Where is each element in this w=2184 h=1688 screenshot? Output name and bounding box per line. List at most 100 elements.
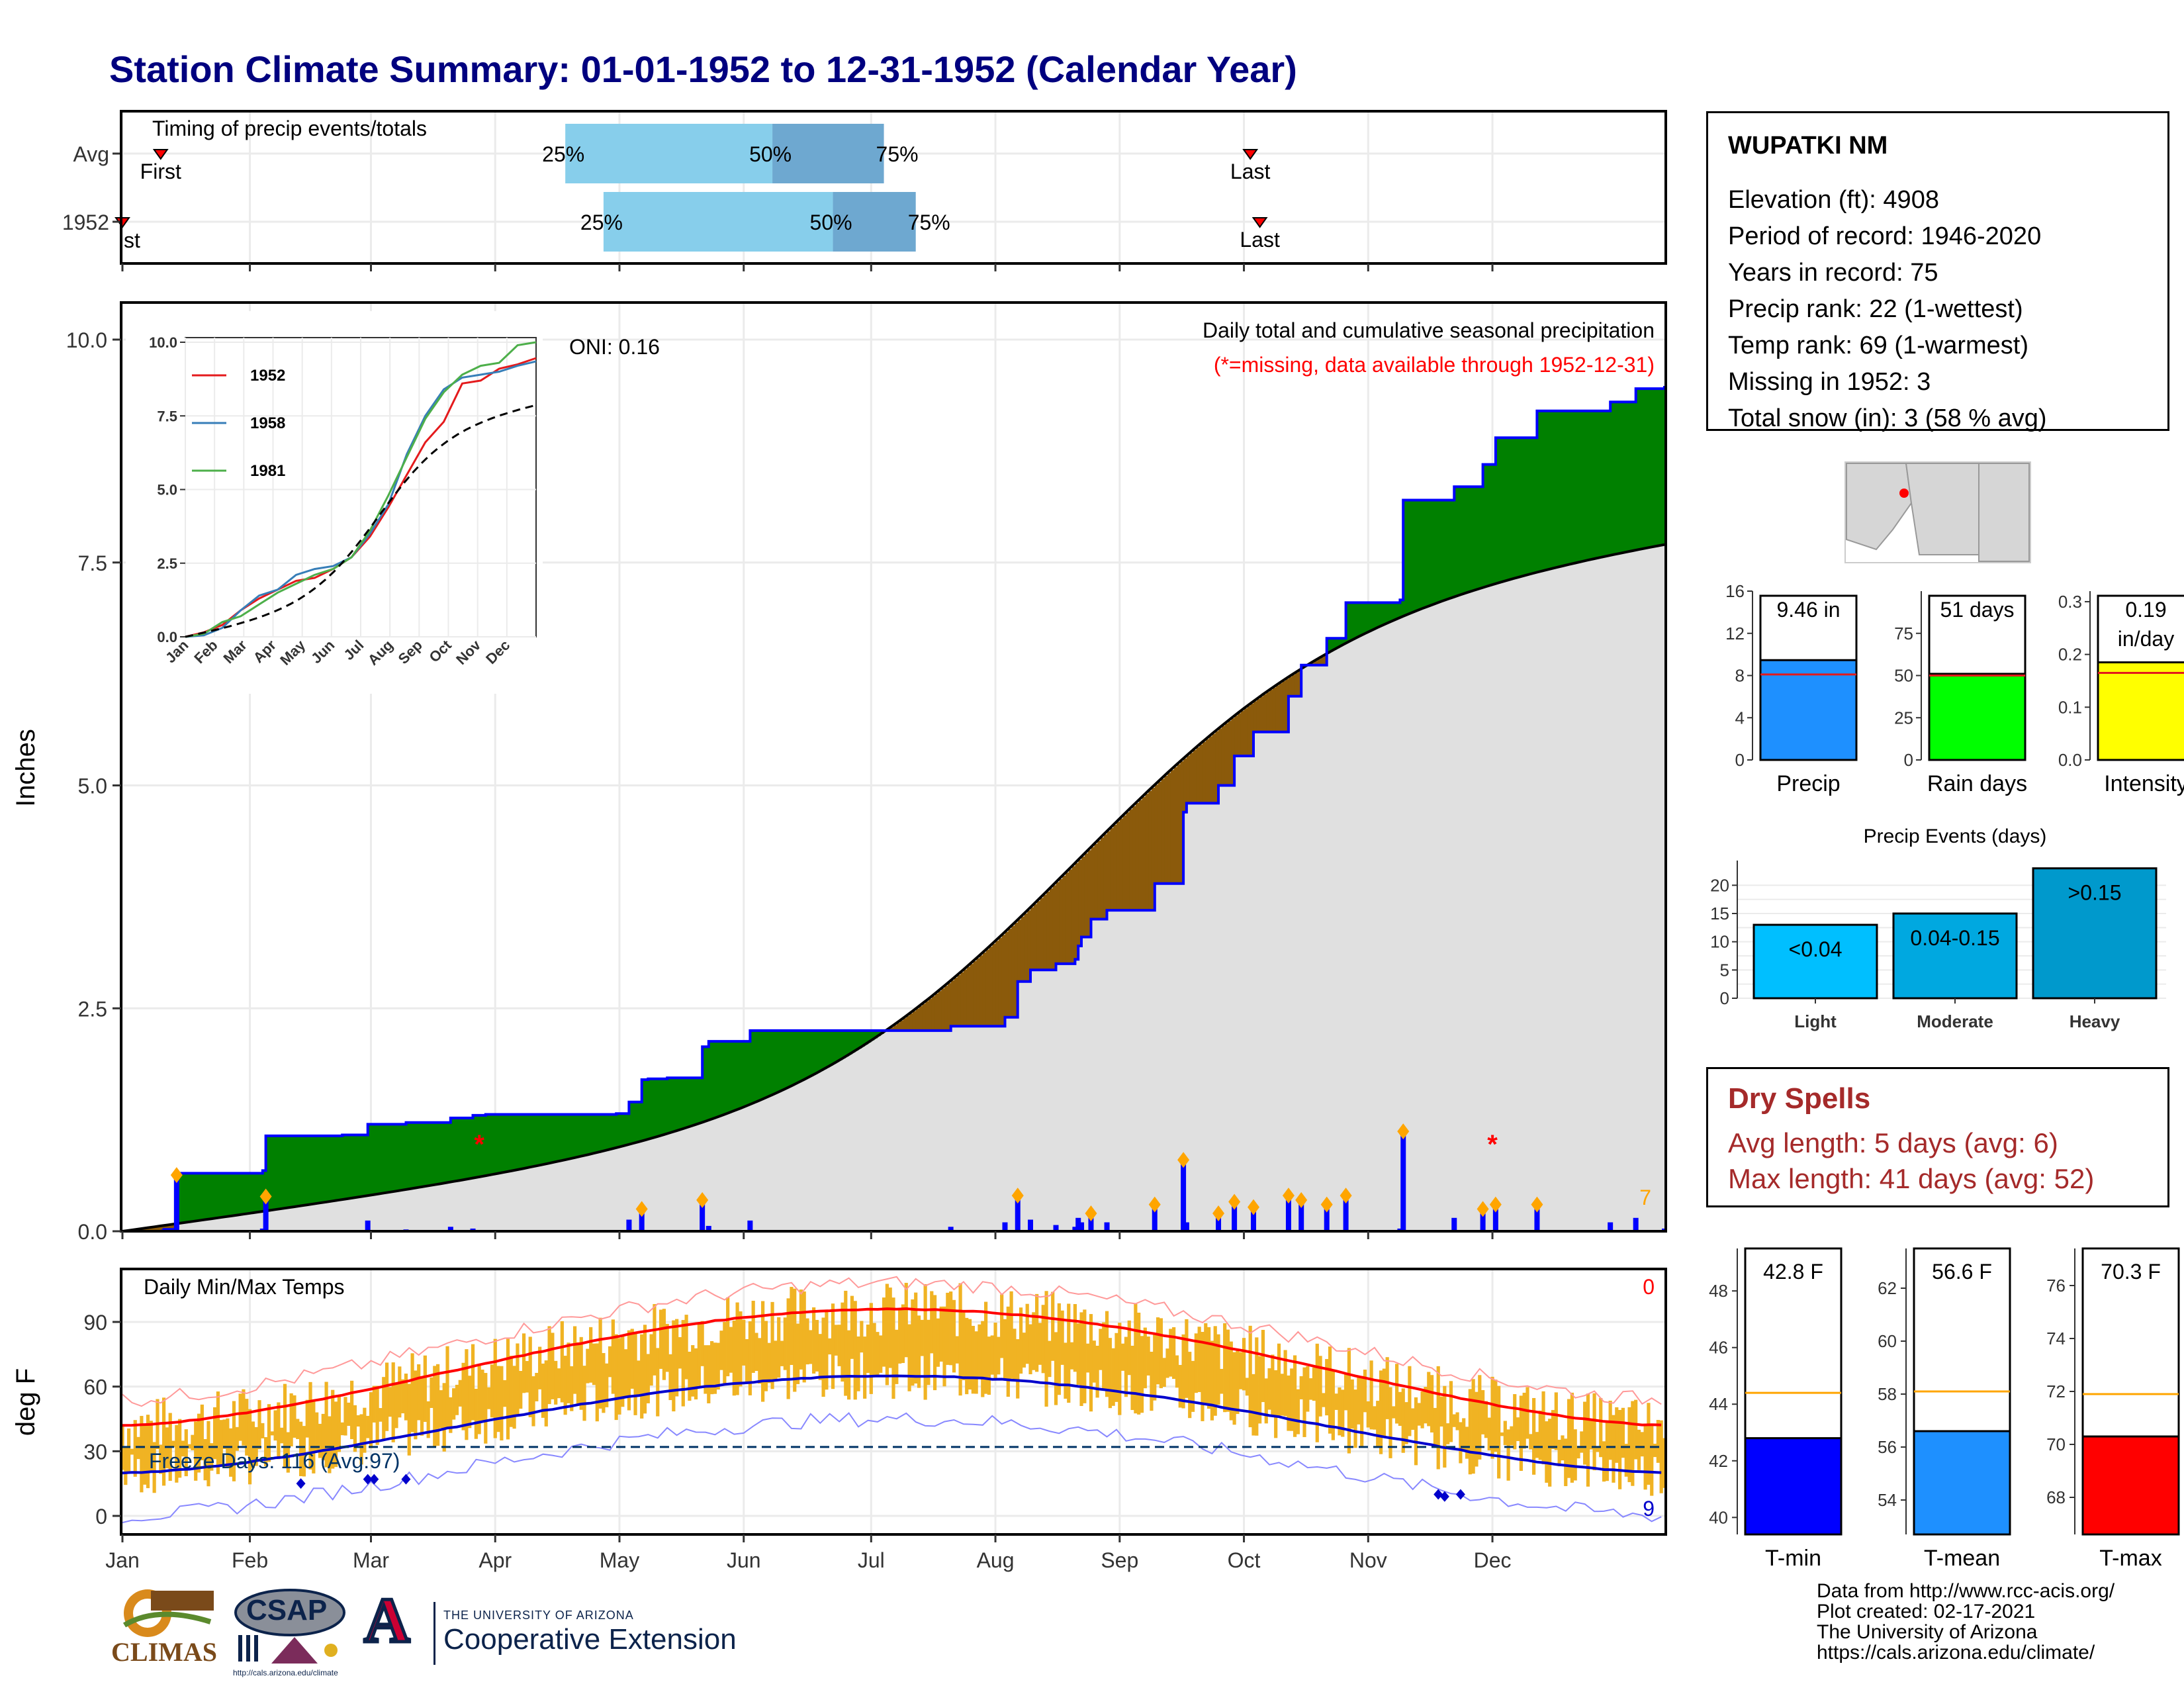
- station-snow: Total snow (in): 3 (58 % avg): [1728, 404, 2047, 432]
- above-normal-fill: [307, 1135, 311, 1205]
- normal-fill: [1180, 883, 1184, 1231]
- temp-bar-y-tick-label: 62: [1878, 1278, 1897, 1298]
- below-normal-fill: [1291, 675, 1296, 696]
- above-normal-fill: [641, 1080, 646, 1141]
- below-normal-fill: [912, 1011, 917, 1031]
- daily-precip-bar: [1002, 1222, 1008, 1231]
- normal-fill: [1514, 578, 1519, 1231]
- above-normal-fill: [594, 1114, 598, 1154]
- daily-temp-range-bar: [273, 1410, 277, 1441]
- normal-fill: [1132, 910, 1136, 1231]
- normal-fill: [1094, 919, 1098, 1231]
- daily-temp-range-bar: [136, 1436, 140, 1460]
- daily-temp-range-bar: [1028, 1324, 1032, 1375]
- above-normal-fill: [348, 1135, 353, 1199]
- below-normal-fill: [915, 1008, 920, 1031]
- above-normal-fill: [788, 1030, 792, 1088]
- normal-fill: [1381, 626, 1385, 1231]
- normal-fill: [1508, 580, 1512, 1231]
- heavy-event-marker: [1177, 1152, 1190, 1168]
- above-normal-fill: [364, 1135, 369, 1196]
- above-normal-fill: [1495, 438, 1500, 584]
- daily-temp-range-bar: [1580, 1431, 1584, 1453]
- above-normal-fill: [320, 1135, 324, 1203]
- daily-temp-range-bar: [1570, 1392, 1574, 1483]
- normal-fill: [1342, 645, 1347, 1231]
- normal-fill: [654, 1137, 659, 1231]
- precip-event-bar: [2032, 867, 2158, 1000]
- last-label: Last: [1240, 228, 1280, 252]
- month-tick-label: May: [600, 1548, 639, 1572]
- below-normal-fill: [1040, 898, 1044, 970]
- normal-fill: [1521, 576, 1525, 1231]
- daily-temp-range-bar: [1338, 1387, 1342, 1436]
- daily-temp-range-bar: [414, 1370, 418, 1440]
- daily-precip-bar: [747, 1220, 753, 1231]
- below-normal-fill: [1027, 910, 1031, 982]
- normal-fill: [1291, 696, 1296, 1231]
- normal-fill: [1645, 548, 1649, 1232]
- below-normal-fill: [170, 1224, 174, 1230]
- daily-temp-range-bar: [914, 1292, 918, 1384]
- below-normal-fill: [1148, 790, 1152, 911]
- daily-temp-range-bar: [1095, 1345, 1099, 1398]
- daily-temp-range-bar: [318, 1423, 322, 1458]
- below-normal-fill: [148, 1227, 152, 1231]
- normal-fill: [1269, 731, 1273, 1231]
- daily-temp-range-bar: [984, 1301, 988, 1394]
- timing-bar-50-75: [833, 192, 916, 252]
- above-normal-fill: [587, 1114, 592, 1155]
- normal-fill: [418, 1187, 423, 1231]
- daily-temp-range-bar: [1519, 1395, 1523, 1472]
- heavy-event-marker: [1340, 1188, 1352, 1204]
- above-normal-fill: [1514, 438, 1519, 579]
- daily-temp-range-bar: [796, 1323, 800, 1384]
- station-precip-rank: Precip rank: 22 (1-wettest): [1728, 295, 2023, 323]
- normal-fill: [565, 1159, 569, 1231]
- daily-precip-bar: [1216, 1213, 1222, 1231]
- normal-fill: [444, 1183, 448, 1231]
- normal-fill: [218, 1217, 222, 1231]
- normal-fill: [234, 1215, 238, 1231]
- normal-fill: [1323, 665, 1328, 1231]
- daily-precip-bar: [626, 1219, 632, 1231]
- events-y-tick-label: 10: [1710, 932, 1729, 952]
- normal-fill: [476, 1177, 480, 1231]
- normal-fill: [613, 1149, 617, 1231]
- below-normal-fill: [1119, 818, 1124, 911]
- daily-temp-range-bar: [1347, 1348, 1351, 1454]
- daily-temp-range-bar: [653, 1303, 657, 1376]
- daily-temp-range-bar: [579, 1336, 583, 1410]
- daily-temp-range-bar: [802, 1291, 806, 1383]
- daily-temp-range-bar: [952, 1299, 956, 1373]
- daily-temp-range-bar: [1484, 1401, 1488, 1438]
- normal-fill: [533, 1166, 537, 1231]
- daily-temp-range-bar: [1433, 1407, 1437, 1446]
- below-normal-fill: [1221, 726, 1226, 786]
- daily-temp-range-bar: [366, 1415, 370, 1438]
- daily-temp-range-bar: [324, 1382, 328, 1468]
- inset-y-tick-label: 10.0: [149, 334, 177, 351]
- normal-fill: [205, 1219, 209, 1231]
- below-normal-fill: [1180, 761, 1184, 884]
- below-normal-fill: [1132, 806, 1136, 911]
- daily-temp-range-bar: [219, 1420, 223, 1466]
- normal-fill: [1623, 552, 1627, 1231]
- heavy-event-marker: [1228, 1194, 1241, 1210]
- daily-temp-range-bar: [302, 1426, 306, 1477]
- above-normal-fill: [1352, 602, 1356, 640]
- above-normal-fill: [1432, 500, 1435, 605]
- normal-fill: [1202, 803, 1206, 1231]
- daily-temp-range-bar: [608, 1346, 612, 1378]
- above-normal-fill: [1371, 602, 1375, 631]
- daily-temp-range-bar: [672, 1320, 676, 1412]
- daily-temp-range-bar: [1264, 1378, 1268, 1424]
- record-low-marker: [363, 1474, 373, 1485]
- above-normal-fill: [1632, 402, 1637, 551]
- above-normal-fill: [1502, 438, 1506, 582]
- above-normal-fill: [1569, 410, 1572, 565]
- above-normal-fill: [250, 1173, 253, 1213]
- below-normal-fill: [970, 964, 974, 1027]
- above-normal-fill: [753, 1030, 757, 1103]
- record-max-line: [122, 1276, 1662, 1407]
